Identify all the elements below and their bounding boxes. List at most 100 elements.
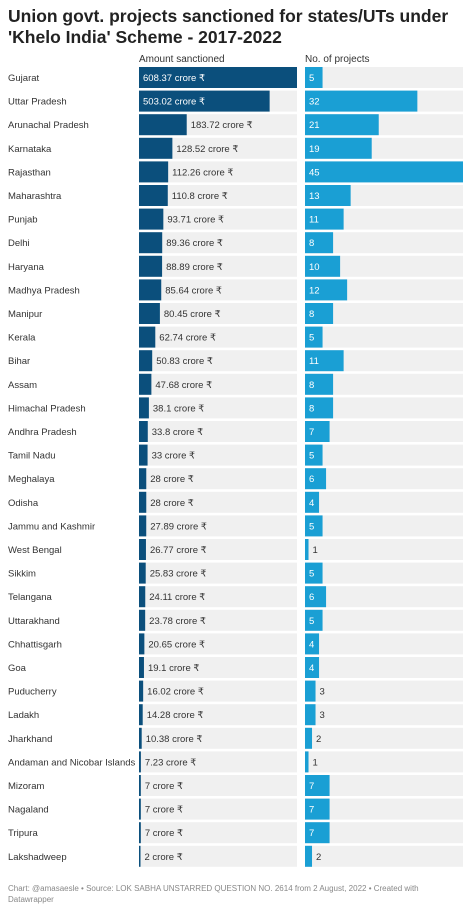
amount-track [139, 161, 297, 183]
row-label: Rajasthan [8, 167, 51, 178]
amount-track [139, 279, 297, 301]
amount-bar [139, 303, 160, 324]
projects-track [305, 704, 463, 726]
projects-bar [305, 279, 348, 301]
amount-bar [139, 775, 141, 796]
projects-track [305, 255, 463, 277]
amount-track [139, 421, 297, 442]
amount-track [139, 137, 297, 159]
row-label: West Bengal [8, 545, 62, 556]
amount-value-label: 608.37 crore ₹ [143, 73, 205, 84]
projects-bar [305, 704, 316, 726]
amount-value-label: 7.23 crore ₹ [145, 757, 196, 768]
row-label: Kerala [8, 333, 36, 344]
amount-value-label: 25.83 crore ₹ [150, 569, 207, 580]
amount-value-label: 26.77 crore ₹ [150, 545, 207, 556]
projects-bar [305, 185, 351, 206]
row-label: Telangana [8, 592, 53, 603]
projects-value-label: 5 [309, 616, 314, 627]
amount-track [139, 822, 297, 844]
projects-value-label: 7 [309, 781, 314, 792]
amount-value-label: 33.8 crore ₹ [152, 427, 203, 438]
row-label: Assam [8, 380, 37, 391]
projects-bar [305, 444, 323, 466]
projects-track [305, 680, 463, 702]
amount-track [139, 232, 297, 254]
projects-bar [305, 303, 334, 324]
amount-track [139, 609, 297, 631]
projects-bar [305, 114, 379, 136]
amount-bar [139, 491, 147, 513]
row-label: Goa [8, 663, 27, 674]
projects-value-label: 6 [309, 474, 314, 485]
row-label: Manipur [8, 309, 42, 320]
row-label: Puducherry [8, 687, 57, 698]
amount-bar [139, 751, 141, 773]
amount-track [139, 350, 297, 372]
projects-value-label: 7 [309, 427, 314, 438]
amount-track [139, 515, 297, 537]
projects-bar [305, 680, 316, 702]
projects-bar [305, 326, 323, 348]
amount-track [139, 657, 297, 678]
amount-bar [139, 704, 143, 726]
projects-value-label: 8 [309, 309, 314, 320]
amount-bar [139, 279, 162, 301]
row-label: Lakshadweep [8, 852, 67, 863]
projects-track [305, 586, 463, 608]
row-label: Gujarat [8, 73, 40, 84]
projects-bar [305, 421, 330, 442]
amount-bar [139, 562, 146, 584]
row-label: Uttar Pradesh [8, 97, 67, 108]
row-label: Ladakh [8, 710, 39, 721]
projects-value-label: 4 [309, 663, 314, 674]
projects-bar [305, 515, 323, 537]
amount-value-label: 47.68 crore ₹ [155, 380, 212, 391]
amount-value-label: 93.71 crore ₹ [167, 215, 224, 226]
amount-bar [139, 586, 146, 608]
amount-track [139, 633, 297, 655]
amount-bar [139, 633, 145, 655]
amount-bar [139, 350, 153, 372]
amount-bar [139, 326, 156, 348]
amount-value-label: 7 crore ₹ [145, 828, 183, 839]
row-label: Bihar [8, 356, 30, 367]
amount-bar [139, 208, 164, 230]
row-label: Sikkim [8, 569, 36, 580]
projects-bar [305, 468, 327, 490]
projects-value-label: 5 [309, 451, 314, 462]
amount-value-label: 88.89 crore ₹ [166, 262, 223, 273]
amount-track [139, 539, 297, 560]
projects-track [305, 562, 463, 584]
amount-track [139, 704, 297, 726]
row-label: Jammu and Kashmir [8, 521, 95, 532]
projects-value-label: 1 [313, 545, 318, 556]
projects-bar [305, 232, 334, 254]
amount-track [139, 255, 297, 277]
projects-bar [305, 609, 323, 631]
amount-value-label: 14.28 crore ₹ [147, 710, 204, 721]
projects-value-label: 5 [309, 521, 314, 532]
projects-track [305, 727, 463, 749]
projects-bar [305, 633, 320, 655]
chart-footer: Chart: @amasaesle • Source: LOK SABHA UN… [8, 884, 419, 904]
amount-value-label: 2 crore ₹ [145, 852, 183, 863]
projects-track [305, 609, 463, 631]
amount-bar [139, 845, 141, 867]
amount-bar [139, 798, 141, 820]
amount-track [139, 468, 297, 490]
projects-bar [305, 397, 334, 419]
projects-value-label: 11 [309, 215, 319, 226]
projects-bar [305, 727, 313, 749]
projects-value-label: 4 [309, 639, 314, 650]
projects-track [305, 444, 463, 466]
projects-track [305, 491, 463, 513]
row-label: Himachal Pradesh [8, 403, 86, 414]
projects-value-label: 2 [316, 852, 321, 863]
projects-bar [305, 586, 327, 608]
projects-bar [305, 255, 341, 277]
amount-bar [139, 657, 144, 678]
amount-track [139, 444, 297, 466]
projects-value-label: 7 [309, 805, 314, 816]
amount-value-label: 7 crore ₹ [145, 805, 183, 816]
